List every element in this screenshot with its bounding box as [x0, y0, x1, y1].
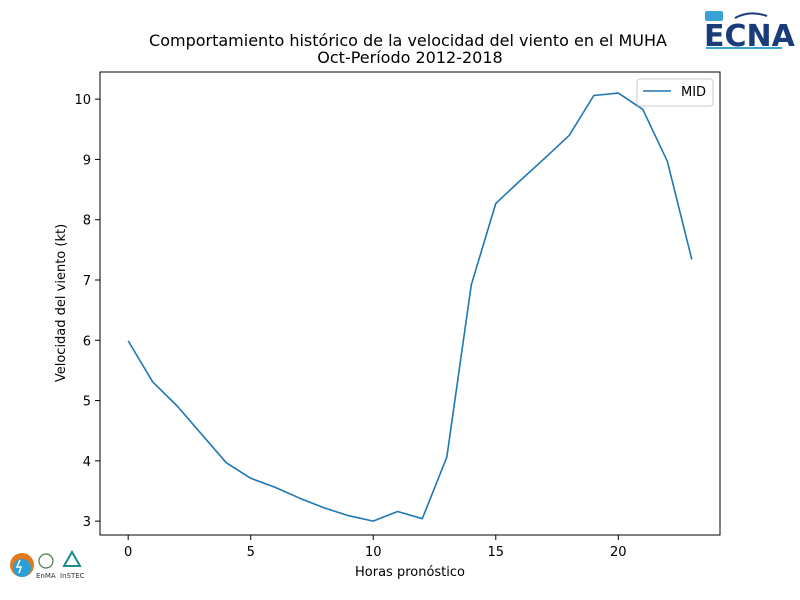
y-tick-label: 4: [83, 455, 91, 470]
y-tick-label: 8: [83, 214, 91, 229]
x-tick-label: 5: [247, 545, 255, 560]
x-axis-ticks: 0 5 10 15 20: [124, 535, 627, 560]
water-logo-icon: [13, 559, 31, 577]
y-tick-label: 5: [83, 395, 91, 410]
series-line-mid: [127, 92, 693, 522]
lightning-icon: [15, 559, 23, 574]
plot-frame: [99, 71, 721, 536]
x-tick-label: 10: [365, 545, 382, 560]
instec-logo-text: InSTEC: [60, 572, 85, 580]
y-axis-label: Velocidad del viento (kt): [54, 224, 69, 382]
y-tick-label: 9: [83, 153, 91, 168]
x-tick-label: 15: [487, 545, 504, 560]
legend-entry-mid: MID: [681, 85, 706, 100]
y-tick-label: 10: [74, 93, 91, 108]
ecna-emblem-icon: [705, 11, 723, 21]
legend: MID: [636, 78, 714, 107]
x-tick-label: 0: [124, 545, 132, 560]
x-axis-label: Horas pronóstico: [355, 565, 465, 580]
x-tick-label: 20: [610, 545, 627, 560]
enma-logo-text: EnMA: [36, 572, 56, 580]
ecna-logo: ECNA: [704, 11, 796, 54]
legend-box: [636, 78, 714, 107]
y-axis-ticks: 3 4 5 6 7 8 9 10: [74, 93, 100, 530]
atom-logo-icon: [38, 553, 54, 569]
ecna-underline: [706, 47, 782, 49]
plane-icon: [734, 12, 768, 19]
y-tick-label: 6: [83, 334, 91, 349]
instec-logo-icon: [62, 549, 82, 567]
chart-title: Comportamiento histórico de la velocidad…: [149, 31, 667, 50]
y-tick-label: 7: [83, 274, 91, 289]
y-tick-label: 3: [83, 515, 91, 530]
chart-subtitle: Oct-Período 2012-2018: [317, 48, 502, 67]
bottom-logos: EnMA InSTEC: [10, 549, 85, 580]
